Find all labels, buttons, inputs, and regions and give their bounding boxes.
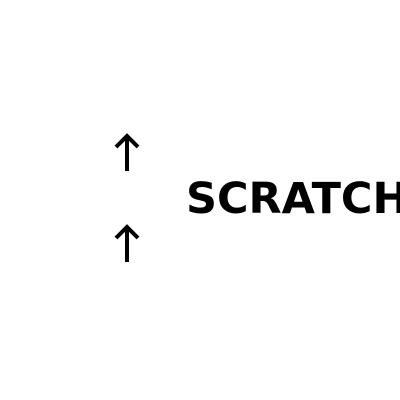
scratch-label: SCRATCH [186, 174, 400, 224]
up-arrow-icon [112, 222, 142, 266]
up-arrow-icon [112, 131, 142, 175]
